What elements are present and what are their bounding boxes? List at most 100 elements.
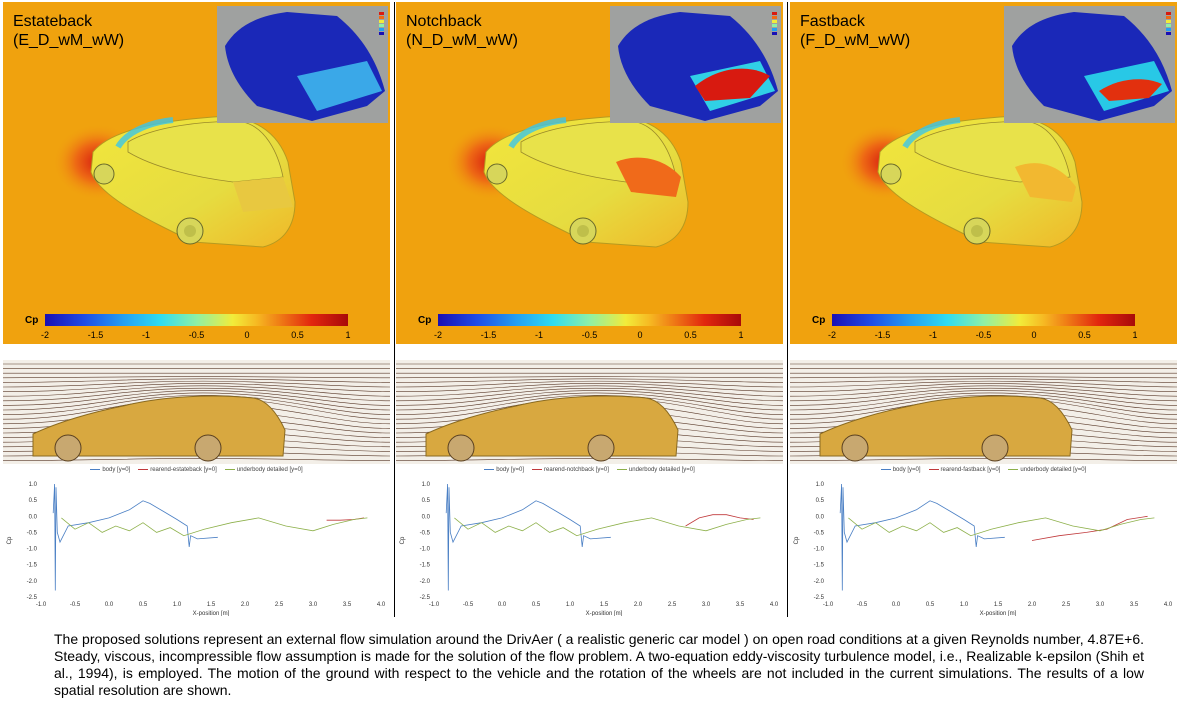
series-line <box>61 517 368 537</box>
colorbar-tick: 0 <box>1031 330 1037 340</box>
legend-entry: underbody detailed [y=0] <box>1008 467 1086 473</box>
x-tick-label: 1.0 <box>960 602 969 608</box>
y-tick-label: -1.5 <box>27 563 38 569</box>
colorbar-tick: -1.5 <box>480 330 497 340</box>
colorbar-tick: -1.5 <box>874 330 891 340</box>
rear-surface-inset <box>1004 6 1175 123</box>
legend-swatch <box>379 12 384 15</box>
colorbar-tick: -1 <box>141 330 151 340</box>
colorbar-tick: -0.5 <box>975 330 992 340</box>
x-tick-label: 0.0 <box>892 602 901 608</box>
colorbar-tick: -2 <box>40 330 50 340</box>
x-tick-label: 1.5 <box>994 602 1003 608</box>
y-tick-label: -2.5 <box>27 595 38 601</box>
series-line <box>685 514 754 527</box>
x-tick-label: 3.5 <box>736 602 745 608</box>
legend-swatch <box>772 16 777 19</box>
y-tick-label: 1.0 <box>422 482 431 488</box>
cp-line-plot: 1.00.50.0-0.5-1.0-1.5-2.0-2.5-1.0 -0.5 0.0… <box>794 482 1173 617</box>
y-tick-label: 0.5 <box>422 498 431 504</box>
series-line <box>1031 515 1148 541</box>
rear-surface-inset <box>610 6 781 123</box>
legend-swatch <box>379 24 384 27</box>
legend-label: rearend-notchback [y=0] <box>544 467 609 473</box>
cp-distribution-chart: body [y=0] rearend-estateback [y=0] underb… <box>3 464 390 617</box>
configuration-name: Fastback <box>800 13 865 30</box>
y-tick-label: -1.0 <box>420 547 431 553</box>
streamlines-render <box>3 363 390 462</box>
colorbar-tick: -1 <box>928 330 938 340</box>
colorbar-ticks: -2 -1.5 -1 -0.5 0 0.5 1 <box>434 330 744 342</box>
legend-label: body [y=0] <box>102 467 131 473</box>
streamline <box>3 390 390 406</box>
streamline <box>3 376 390 379</box>
configuration-title: Estateback (E_D_wM_wW) <box>13 12 124 50</box>
series-line <box>52 483 218 591</box>
legend-label: underbody detailed [y=0] <box>1020 467 1087 473</box>
x-tick-label: 1.0 <box>173 602 182 608</box>
colorbar-ticks: -2 -1.5 -1 -0.5 0 0.5 1 <box>41 330 351 342</box>
legend-swatch <box>379 28 384 31</box>
x-tick-label: 2.5 <box>275 602 284 608</box>
streamline <box>790 376 1177 379</box>
y-tick-label: -1.5 <box>814 563 825 569</box>
legend-swatch <box>1166 32 1171 35</box>
x-tick-label: 4.0 <box>377 602 386 608</box>
x-tick-label: 0.5 <box>532 602 541 608</box>
legend-line-icon <box>532 468 543 470</box>
cp-contour-view: Estateback (E_D_wM_wW) Cp -2 -1.5 -1 -0.5 0 0… <box>3 2 390 344</box>
configuration-code: (F_D_wM_wW) <box>800 32 911 49</box>
streamline <box>790 380 1177 388</box>
legend-entry: body [y=0] <box>484 467 524 473</box>
x-tick-label: 3.5 <box>343 602 352 608</box>
streamline <box>3 392 390 411</box>
cp-line-plot: 1.00.50.0-0.5-1.0-1.5-2.0-2.5-1.0 -0.5 0.0… <box>400 482 779 617</box>
legend-line-icon <box>616 468 627 470</box>
cp-contour-view: Notchback (N_D_wM_wW) Cp -2 -1.5 -1 -0.5 0 0.… <box>396 2 783 344</box>
colorbar-tick: 0 <box>244 330 250 340</box>
colorbar-tick: -1 <box>534 330 544 340</box>
x-tick-label: 1.5 <box>207 602 216 608</box>
x-tick-label: 2.0 <box>1028 602 1037 608</box>
colorbar-label: Cp <box>812 315 826 326</box>
cp-distribution-chart: body [y=0] rearend-fastback [y=0] underbod… <box>790 464 1177 617</box>
legend-swatch <box>1166 24 1171 27</box>
inset-rear-render <box>1012 12 1172 121</box>
inset-rear-render <box>618 12 778 121</box>
cp-distribution-chart: body [y=0] rearend-notchback [y=0] underbo… <box>396 464 783 617</box>
x-tick-label: -1.0 <box>823 602 834 608</box>
cp-contour-view: Fastback (F_D_wM_wW) Cp -2 -1.5 -1 -0.5 0 0.5… <box>790 2 1177 344</box>
cp-colorbar <box>45 314 348 326</box>
wheel <box>587 434 615 462</box>
colorbar-ticks: -2 -1.5 -1 -0.5 0 0.5 1 <box>828 330 1138 342</box>
streamlines-render <box>790 363 1177 462</box>
configuration-title: Notchback (N_D_wM_wW) <box>406 12 518 50</box>
x-axis-label: X-position [m] <box>980 611 1017 616</box>
legend-swatch <box>772 24 777 27</box>
y-tick-label: 1.0 <box>29 482 38 488</box>
legend-label: rearend-estateback [y=0] <box>150 467 217 473</box>
legend-entry: body [y=0] <box>880 467 921 473</box>
streamline-view <box>3 360 390 464</box>
streamline <box>3 380 390 388</box>
legend-line-icon <box>224 468 235 470</box>
x-tick-label: 2.5 <box>668 602 677 608</box>
streamline-view <box>396 360 783 464</box>
legend-label: rearend-fastback [y=0] <box>940 467 1001 473</box>
streamline <box>3 394 390 415</box>
streamline <box>790 392 1177 411</box>
figure-caption: The proposed solutions represent an exte… <box>54 631 1144 698</box>
colorbar-tick: -2 <box>827 330 837 340</box>
legend-entry: underbody detailed [y=0] <box>224 467 303 473</box>
y-tick-label: 0.0 <box>816 514 825 520</box>
streamlines-render <box>396 363 783 462</box>
cp-colorbar <box>832 314 1135 326</box>
wheel <box>841 434 869 462</box>
y-tick-label: -1.0 <box>27 547 38 553</box>
y-tick-label: -2.0 <box>420 579 431 585</box>
inset-color-legend <box>772 12 777 36</box>
colorbar-label: Cp <box>418 315 432 326</box>
x-tick-label: 0.0 <box>105 602 114 608</box>
legend-swatch <box>379 16 384 19</box>
streamline <box>3 378 390 383</box>
